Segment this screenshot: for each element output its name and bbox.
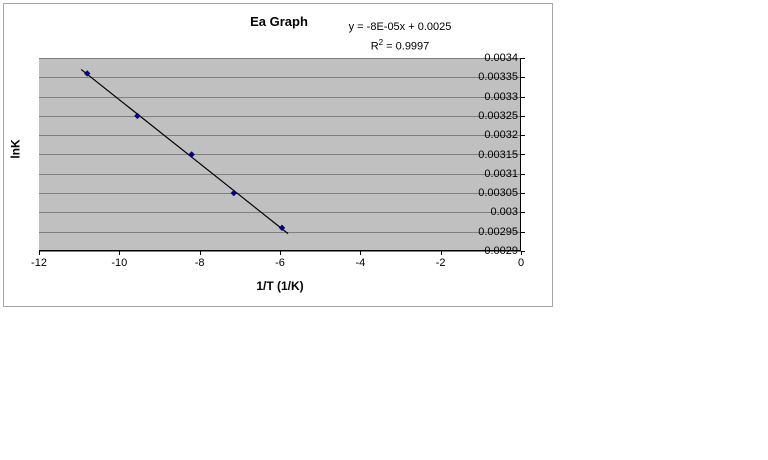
y-tick-label: 0.00295 bbox=[478, 225, 518, 238]
y-tick-label: 0.0033 bbox=[484, 90, 518, 103]
trendline-label: y = -8E-05x + 0.0025 R2 = 0.9997 bbox=[334, 20, 466, 55]
y-tick-label: 0.0031 bbox=[484, 167, 518, 180]
r-squared-value: R2 = 0.9997 bbox=[334, 35, 466, 55]
x-tick-label: -4 bbox=[355, 257, 366, 269]
data-point[interactable] bbox=[230, 189, 238, 197]
chart-title: Ea Graph bbox=[250, 14, 308, 29]
x-tick-label: -8 bbox=[194, 257, 205, 269]
y-axis-title: lnK bbox=[8, 139, 23, 159]
y-tick-label: 0.0034 bbox=[484, 52, 518, 64]
data-point[interactable] bbox=[188, 151, 195, 158]
chart-object[interactable]: Ea Graph y = -8E-05x + 0.0025 R2 = 0.999… bbox=[3, 3, 553, 307]
y-tick-label: 0.003 bbox=[490, 206, 518, 219]
x-tick-label: -6 bbox=[275, 257, 285, 269]
x-tick-label: -10 bbox=[111, 257, 128, 269]
data-point[interactable] bbox=[84, 70, 91, 77]
x-tick-label: -12 bbox=[31, 257, 47, 269]
r-squared-superscript: 2 bbox=[378, 38, 384, 47]
y-tick-label: 0.0029 bbox=[484, 245, 518, 257]
r-squared-prefix: R bbox=[370, 40, 379, 53]
x-tick-label: -2 bbox=[435, 257, 446, 269]
y-tick-label: 0.00325 bbox=[478, 109, 518, 122]
trendline[interactable] bbox=[80, 68, 289, 235]
y-tick-label: 0.0032 bbox=[484, 129, 518, 142]
x-tick-label: 0 bbox=[517, 257, 525, 269]
x-axis-title: 1/T (1/K) bbox=[256, 279, 304, 293]
plot-area[interactable] bbox=[39, 58, 525, 255]
data-point[interactable] bbox=[134, 112, 141, 120]
y-tick-label: 0.00305 bbox=[478, 187, 518, 200]
y-tick-label: 0.00335 bbox=[478, 71, 518, 84]
trendline-equation: y = -8E-05x + 0.0025 bbox=[348, 21, 452, 33]
y-tick-label: 0.00315 bbox=[478, 148, 518, 161]
r-squared-suffix: = 0.9997 bbox=[383, 40, 430, 53]
